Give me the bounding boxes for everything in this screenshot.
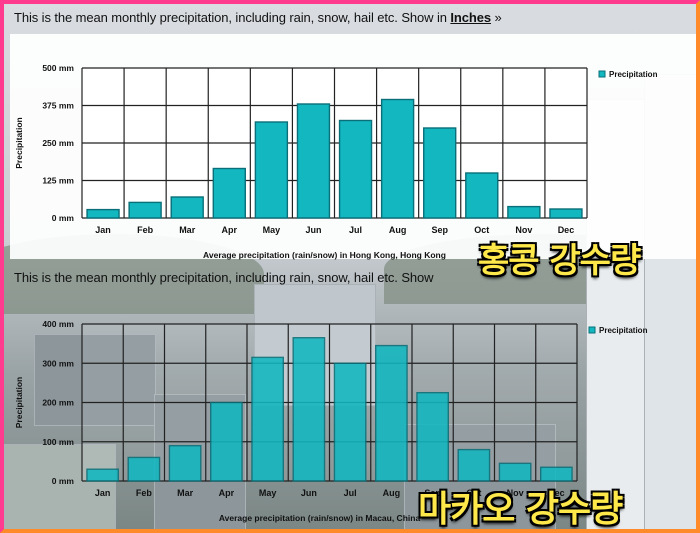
x-tick-label: Dec	[558, 225, 575, 235]
x-tick-label: Jan	[95, 488, 111, 498]
x-tick-label: Mar	[179, 225, 196, 235]
legend-swatch	[588, 326, 596, 334]
x-tick-label: Feb	[136, 488, 153, 498]
precipitation-bar	[292, 337, 326, 482]
header-text: This is the mean monthly precipitation, …	[14, 10, 447, 25]
y-tick-label: 400 mm	[42, 319, 74, 329]
x-tick-label: Jul	[344, 488, 357, 498]
precipitation-bar	[170, 196, 204, 219]
hong-kong-precipitation-chart: 0 mm 125 mm 250 mm 375 mm 500 mm Jan Feb Mar Apr…	[10, 34, 696, 260]
legend-label: Precipitation	[599, 326, 648, 335]
x-tick-label: Jan	[95, 225, 111, 235]
header-suffix: »	[491, 10, 502, 25]
precipitation-bar	[296, 103, 331, 219]
y-tick-label: 300 mm	[42, 358, 74, 368]
background-building	[4, 444, 116, 529]
y-tick-label: 500 mm	[42, 63, 74, 73]
y-tick-label: 250 mm	[42, 138, 74, 148]
y-tick-label: 375 mm	[42, 101, 74, 111]
x-tick-label: Aug	[383, 488, 401, 498]
precipitation-bar	[380, 98, 415, 219]
x-tick-label: Nov	[507, 488, 524, 498]
x-axis-label: Average precipitation (rain/snow) in Mac…	[219, 513, 421, 523]
x-axis-label: Average precipitation (rain/snow) in Hon…	[203, 250, 446, 260]
chart-header-hong-kong: This is the mean monthly precipitation, …	[14, 10, 502, 25]
precipitation-bar	[86, 468, 119, 482]
background-building	[34, 334, 156, 426]
precipitation-bar	[457, 448, 491, 482]
precipitation-bar	[127, 456, 161, 482]
x-tick-label: Sep	[431, 225, 448, 235]
precipitation-bar	[540, 466, 573, 482]
x-tick-label: Jun	[305, 225, 321, 235]
y-axis-label: Precipitation	[14, 377, 24, 428]
macau-overlay-label: 마카오 강수량	[418, 489, 623, 530]
x-tick-label: Mar	[177, 488, 194, 498]
precipitation-bar	[549, 208, 583, 219]
x-tick-label: Aug	[389, 225, 407, 235]
x-tick-label: Feb	[137, 225, 154, 235]
x-tick-label: Dec	[548, 488, 565, 498]
precipitation-bar	[507, 205, 541, 219]
x-tick-label: Apr	[222, 225, 238, 235]
precipitation-bar	[338, 119, 373, 219]
legend-label: Precipitation	[609, 70, 658, 79]
precipitation-bar	[212, 167, 246, 219]
header-text: This is the mean monthly precipitation, …	[14, 270, 434, 285]
precipitation-bar	[254, 121, 289, 219]
precipitation-bar	[375, 344, 408, 482]
y-tick-label: 100 mm	[42, 437, 74, 447]
precipitation-bar	[128, 201, 162, 219]
x-tick-label: Oct	[466, 488, 481, 498]
y-tick-label: 0 mm	[52, 213, 75, 223]
precipitation-bar	[251, 356, 284, 482]
legend-swatch	[598, 70, 606, 78]
x-tick-label: Apr	[219, 488, 235, 498]
chart-header-macau: This is the mean monthly precipitation, …	[14, 270, 434, 285]
x-tick-label: Oct	[474, 225, 489, 235]
precipitation-bar	[416, 391, 450, 482]
x-tick-label: Jun	[301, 488, 317, 498]
x-tick-label: May	[259, 488, 277, 498]
x-tick-label: Nov	[515, 225, 532, 235]
precipitation-bar	[168, 444, 202, 482]
y-axis-label: Precipitation	[14, 117, 24, 168]
precipitation-bar	[209, 401, 243, 482]
precipitation-bar	[498, 462, 532, 482]
y-tick-label: 0 mm	[52, 476, 75, 486]
precipitation-bar	[465, 172, 499, 219]
macau-precipitation-chart: 0 mm 100 mm 200 mm 300 mm 400 mm Jan Feb Mar Apr…	[14, 319, 648, 523]
x-tick-label: Jul	[349, 225, 362, 235]
x-tick-label: May	[263, 225, 281, 235]
precipitation-bar	[423, 127, 457, 219]
x-tick-label: Sep	[424, 488, 441, 498]
precipitation-bar	[86, 208, 120, 219]
y-tick-label: 125 mm	[42, 176, 74, 186]
hong-kong-overlay-label: 홍콩 강수량	[478, 241, 641, 281]
y-tick-label: 200 mm	[42, 398, 74, 408]
precipitation-bar	[333, 362, 367, 482]
inches-link[interactable]: Inches	[450, 10, 491, 25]
